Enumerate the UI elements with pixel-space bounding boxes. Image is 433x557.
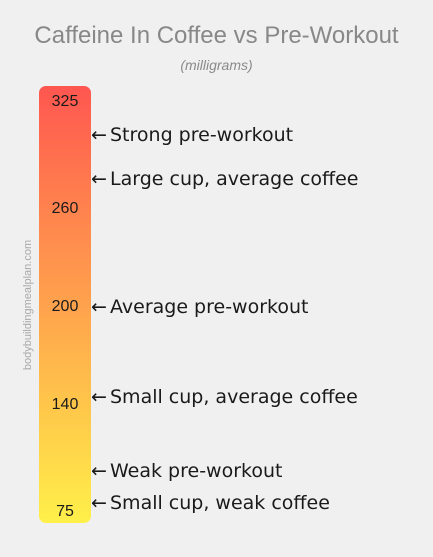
annotation-marker: ← Weak pre-workout — [91, 458, 282, 484]
annotation-marker: ← Small cup, average coffee — [91, 384, 358, 410]
caffeine-scale-bar — [39, 86, 91, 523]
annotation-marker: ← Small cup, weak coffee — [91, 490, 330, 516]
tick-label: 325 — [51, 93, 79, 111]
tick-label: 260 — [51, 199, 79, 217]
arrow-left-icon: ← — [91, 492, 107, 515]
watermark: bodybuildingmealplan.com — [22, 239, 34, 371]
annotation-label: Weak pre-workout — [110, 459, 283, 482]
arrow-left-icon: ← — [91, 124, 107, 147]
tick-label: 200 — [51, 297, 79, 315]
annotation-label: Small cup, average coffee — [110, 385, 358, 408]
annotation-label: Average pre-workout — [110, 295, 309, 318]
annotation-marker: ← Average pre-workout — [91, 294, 308, 320]
annotation-marker: ← Strong pre-workout — [91, 122, 293, 148]
annotation-label: Small cup, weak coffee — [110, 492, 330, 515]
tick-label: 140 — [51, 396, 79, 414]
tick-label: 75 — [56, 502, 74, 520]
arrow-left-icon: ← — [91, 459, 107, 482]
arrow-left-icon: ← — [91, 295, 107, 318]
chart-subtitle: (milligrams) — [180, 57, 253, 73]
annotation-marker: ← Large cup, average coffee — [91, 166, 358, 192]
arrow-left-icon: ← — [91, 385, 107, 408]
arrow-left-icon: ← — [91, 168, 107, 191]
annotation-label: Large cup, average coffee — [110, 168, 359, 191]
chart-title: Caffeine In Coffee vs Pre-Workout — [34, 22, 399, 49]
annotation-label: Strong pre-workout — [110, 124, 294, 147]
